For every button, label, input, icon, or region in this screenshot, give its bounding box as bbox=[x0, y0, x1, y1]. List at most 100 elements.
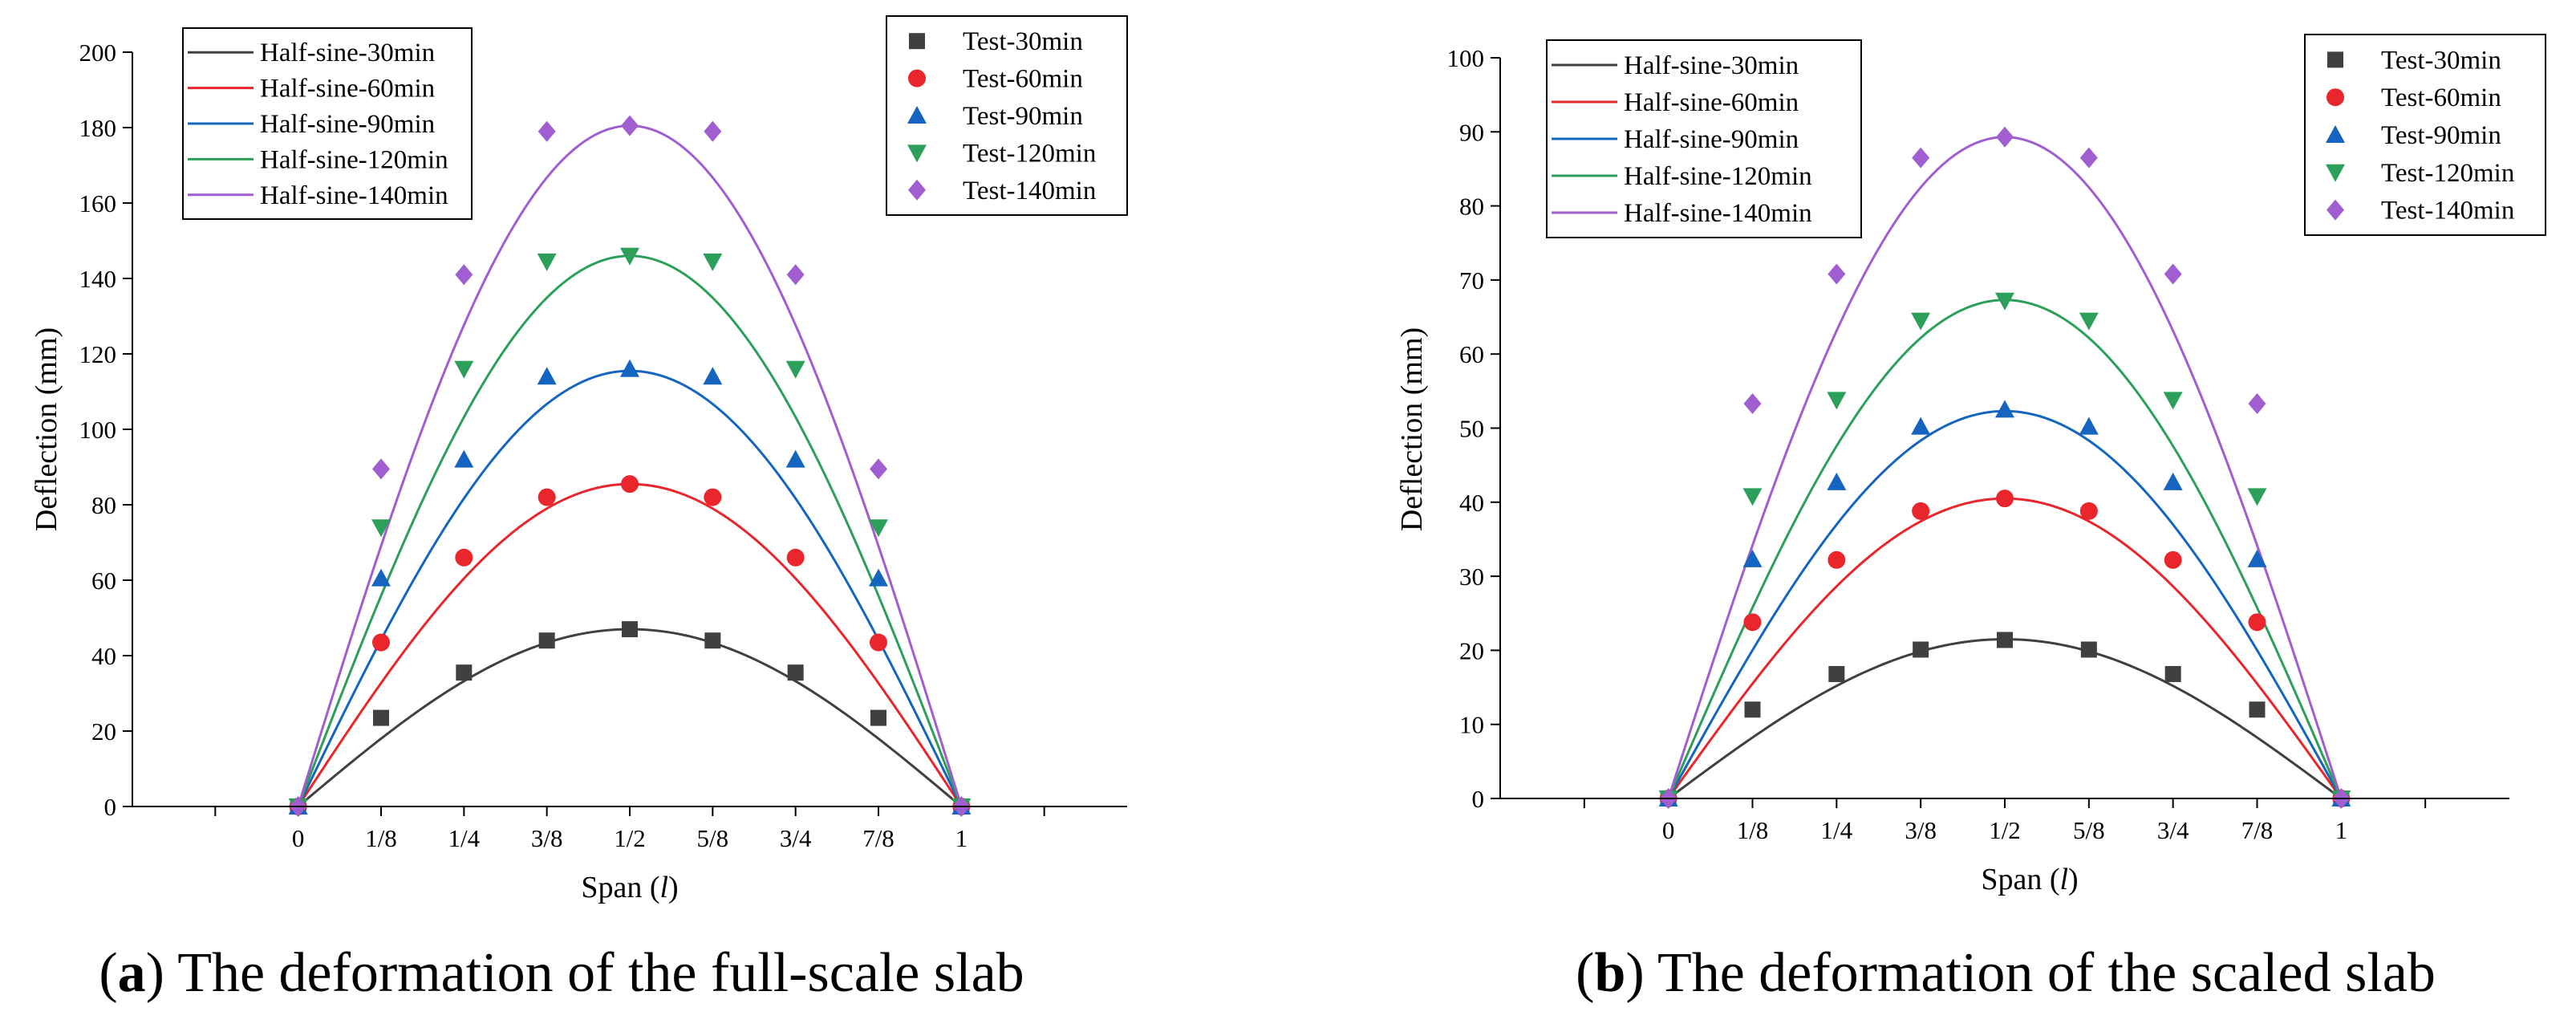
test-60min-point bbox=[786, 548, 805, 567]
y-tick-label: 90 bbox=[1459, 118, 1484, 146]
test-120min-point bbox=[1827, 392, 1847, 410]
panel-b-curve-legend: Half-sine-30min Half-sine-60min Half-sine-… bbox=[1546, 39, 1862, 238]
panel-a-markers bbox=[288, 115, 972, 817]
panel-a-x-tick-labels: 0 1/8 1/4 3/8 1/2 5/8 3/4 7/8 1 bbox=[292, 824, 968, 852]
panel-a-caption-letter: a bbox=[118, 942, 146, 1004]
test-140min-point bbox=[786, 264, 805, 286]
y-tick-label: 180 bbox=[79, 114, 117, 142]
test-90min-point bbox=[537, 367, 557, 385]
half-sine-140min-curve bbox=[297, 124, 963, 807]
curve-legend-label: Half-sine-120min bbox=[260, 145, 448, 174]
test-legend-box bbox=[2304, 34, 2546, 236]
legend-test-140min-marker bbox=[2327, 199, 2344, 221]
half-sine-120min-curve bbox=[1667, 299, 2343, 799]
test-120min-point bbox=[1911, 312, 1931, 331]
y-tick-label: 60 bbox=[1459, 340, 1484, 368]
panel-a-test-legend: Test-30min Test-60min Test-90min Test-120mi… bbox=[886, 15, 1128, 216]
test-140min-point bbox=[621, 115, 639, 136]
x-tick-label: 1 bbox=[2335, 816, 2348, 844]
curve-legend-label: Half-sine-60min bbox=[260, 75, 435, 104]
test-30min-point bbox=[538, 632, 555, 649]
y-tick-label: 80 bbox=[91, 491, 116, 519]
test-140min-point bbox=[1912, 147, 1930, 169]
test-140min-point bbox=[538, 120, 556, 142]
y-tick-label: 140 bbox=[79, 265, 117, 293]
test-120min-point bbox=[1995, 292, 2014, 311]
panel-a-caption: (a) The deformation of the full-scale sl… bbox=[99, 942, 1024, 1004]
half-sine-120min-curve bbox=[297, 254, 963, 807]
y-tick-label: 70 bbox=[1459, 266, 1484, 295]
y-tick-label: 50 bbox=[1459, 415, 1484, 443]
test-120min-point bbox=[371, 519, 391, 538]
test-legend-label: Test-120min bbox=[2381, 159, 2514, 188]
test-120min-point bbox=[2079, 312, 2099, 331]
legend-test-90min-marker bbox=[2326, 125, 2345, 143]
legend-test-60min-marker bbox=[2327, 88, 2344, 107]
test-30min-point bbox=[1828, 665, 1845, 682]
y-tick-label: 200 bbox=[79, 39, 117, 67]
test-140min-point bbox=[1828, 263, 1846, 285]
test-30min-point bbox=[1744, 701, 1761, 718]
test-90min-point bbox=[1911, 416, 1931, 435]
test-90min-point bbox=[2163, 472, 2183, 490]
test-120min-point bbox=[537, 253, 557, 271]
x-tick-label: 1/8 bbox=[1737, 816, 1769, 844]
test-140min-point bbox=[2079, 147, 2098, 169]
panel-a-chart: 0 20 40 60 80 100 120 140 160 180 200 0 1/8 1/4 3/8 1/… bbox=[30, 15, 1128, 1004]
test-120min-point bbox=[1742, 488, 1763, 506]
x-tick-label: 5/8 bbox=[2073, 816, 2105, 844]
test-30min-point bbox=[2080, 641, 2097, 658]
test-30min-point bbox=[870, 709, 886, 726]
curve-legend-label: Half-sine-60min bbox=[1624, 88, 1799, 117]
test-90min-point bbox=[1827, 472, 1847, 490]
panel-b-x-axis-title: Span (l) bbox=[1981, 863, 2078, 896]
curve-legend-label: Half-sine-30min bbox=[260, 39, 435, 67]
test-legend-label: Test-140min bbox=[963, 177, 1096, 205]
test-120min-point bbox=[454, 360, 474, 379]
test-60min-point bbox=[704, 488, 722, 506]
test-legend-label: Test-120min bbox=[963, 139, 1096, 168]
x-tick-label: 0 bbox=[1662, 816, 1675, 844]
test-legend-label: Test-90min bbox=[963, 102, 1083, 131]
panel-b-ticks bbox=[1491, 57, 2427, 808]
panel-b-y-axis-title: Deflection (mm) bbox=[1395, 327, 1429, 531]
half-sine-60min-curve bbox=[1667, 497, 2343, 799]
x-tick-label: 3/8 bbox=[531, 824, 563, 852]
half-sine-30min-curve bbox=[297, 628, 963, 808]
test-legend-label: Test-90min bbox=[2381, 121, 2501, 150]
test-60min-point bbox=[2079, 502, 2098, 520]
panel-a-curves bbox=[297, 124, 963, 808]
x-tick-label: 3/8 bbox=[1905, 816, 1937, 844]
test-140min-point bbox=[455, 264, 473, 286]
y-tick-label: 20 bbox=[91, 717, 116, 746]
panel-b-test-legend: Test-30min Test-60min Test-90min Test-120mi… bbox=[2304, 34, 2546, 236]
y-tick-label: 120 bbox=[79, 340, 117, 368]
test-90min-point bbox=[785, 449, 805, 468]
test-60min-point bbox=[1912, 502, 1930, 520]
x-tick-label: 7/8 bbox=[862, 824, 895, 852]
curve-legend-label: Half-sine-90min bbox=[260, 110, 435, 139]
test-legend-label: Test-140min bbox=[2381, 197, 2514, 225]
panel-b-chart: 0 10 20 30 40 50 60 70 80 90 100 0 1/8 1/4 3/8 1/2 5/8 3… bbox=[1395, 34, 2546, 1004]
x-tick-label: 0 bbox=[292, 824, 305, 852]
test-60min-point bbox=[2248, 613, 2266, 632]
x-tick-label: 3/4 bbox=[780, 824, 812, 852]
y-tick-label: 40 bbox=[91, 642, 116, 670]
legend-test-120min-marker bbox=[907, 144, 927, 163]
test-legend-label: Test-30min bbox=[2381, 46, 2501, 75]
panel-b-caption-text: The deformation of the scaled slab bbox=[1645, 942, 2436, 1004]
x-tick-label: 1/4 bbox=[448, 824, 481, 852]
test-90min-point bbox=[2079, 416, 2099, 435]
test-30min-point bbox=[456, 664, 473, 681]
test-legend-label: Test-60min bbox=[963, 65, 1083, 94]
y-tick-label: 100 bbox=[79, 416, 117, 444]
legend-test-120min-marker bbox=[2326, 164, 2345, 182]
y-tick-label: 20 bbox=[1459, 636, 1484, 664]
y-tick-label: 40 bbox=[1459, 489, 1484, 517]
test-120min-point bbox=[703, 253, 723, 271]
y-tick-label: 160 bbox=[79, 189, 117, 217]
test-140min-point bbox=[2164, 263, 2182, 285]
test-30min-point bbox=[1997, 632, 2013, 648]
legend-test-30min-marker bbox=[909, 33, 925, 50]
half-sine-60min-curve bbox=[297, 482, 963, 807]
